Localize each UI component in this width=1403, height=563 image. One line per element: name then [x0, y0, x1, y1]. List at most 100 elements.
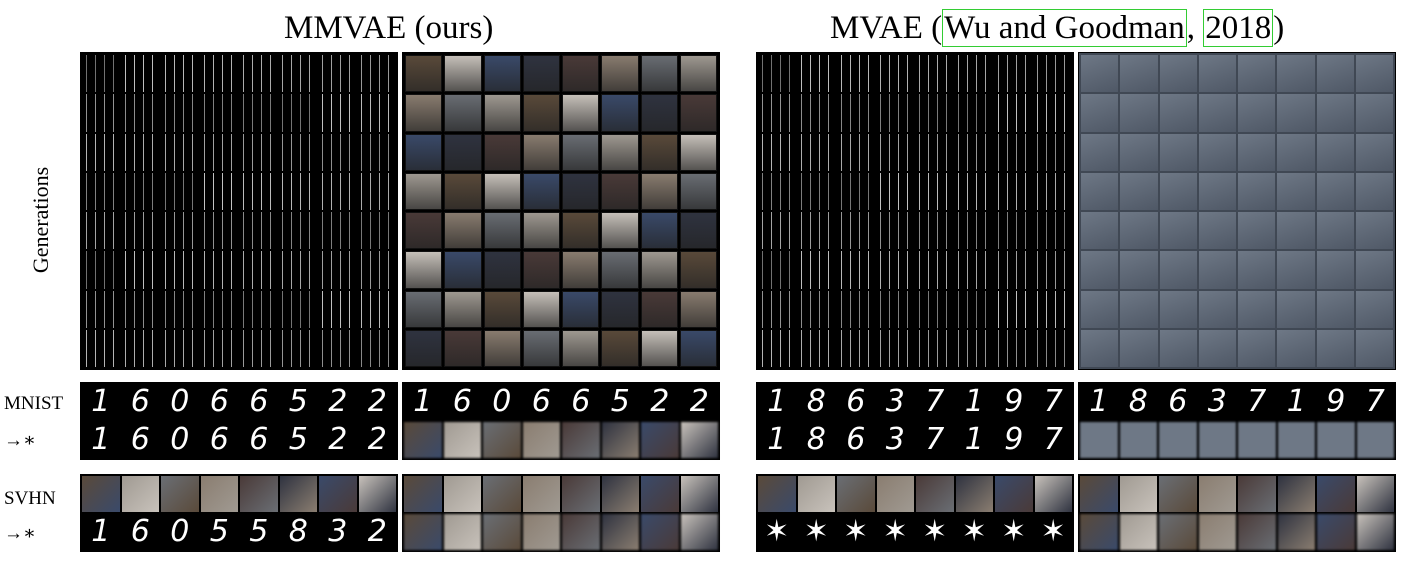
- generation-tile: [358, 212, 395, 249]
- generation-tile: [798, 94, 835, 131]
- image-tile: [995, 476, 1033, 512]
- generation-tile: [995, 55, 1032, 92]
- generation-tile: [1199, 330, 1236, 367]
- digit-cell: 5: [280, 422, 318, 458]
- generation-tile: [955, 134, 992, 171]
- generation-tile: [916, 330, 953, 367]
- generation-tile: [83, 55, 120, 92]
- digit-cell: 5: [201, 514, 239, 550]
- image-tile: [641, 514, 679, 550]
- generation-tile: [201, 55, 238, 92]
- generation-tile: [759, 212, 796, 249]
- image-tile: [1278, 476, 1316, 512]
- generation-tile: [877, 330, 914, 367]
- mvae-svhn-to-svhn-strip: [1078, 512, 1396, 552]
- generation-tile: [1034, 173, 1071, 210]
- generation-tile: [1034, 291, 1071, 328]
- generation-tile: [122, 291, 159, 328]
- image-tile: [641, 476, 679, 512]
- digit-cell: 8: [798, 422, 836, 458]
- digit-cell: 6: [201, 384, 239, 420]
- generation-tile: [1317, 173, 1354, 210]
- generation-tile: [201, 251, 238, 288]
- generation-tile: [641, 55, 678, 92]
- mnist-label: MNIST: [4, 393, 63, 415]
- generation-tile: [444, 173, 481, 210]
- generation-tile: [1238, 212, 1275, 249]
- generation-tile: [444, 291, 481, 328]
- generation-tile: [838, 134, 875, 171]
- image-tile: [1278, 422, 1316, 458]
- image-tile: [523, 514, 561, 550]
- generation-tile: [279, 173, 316, 210]
- generation-tile: [279, 330, 316, 367]
- image-tile: [602, 476, 640, 512]
- generation-tile: [680, 330, 717, 367]
- generation-tile: [240, 330, 277, 367]
- generation-tile: [1160, 173, 1197, 210]
- generation-tile: [1277, 94, 1314, 131]
- generation-tile: [877, 251, 914, 288]
- image-tile: [1238, 476, 1276, 512]
- generation-tile: [838, 55, 875, 92]
- generation-tile: [279, 251, 316, 288]
- digit-cell: 1: [82, 514, 120, 550]
- digit-cell: 6: [562, 384, 600, 420]
- digit-cell: 2: [359, 422, 397, 458]
- generation-tile: [680, 173, 717, 210]
- generation-tile: [877, 291, 914, 328]
- generation-tile: [523, 94, 560, 131]
- generation-tile: [83, 291, 120, 328]
- image-tile: [681, 422, 719, 458]
- generation-tile: [955, 94, 992, 131]
- generation-tile: [1317, 291, 1354, 328]
- digit-cell: 3: [877, 422, 915, 458]
- generation-tile: [162, 134, 199, 171]
- generation-tile: [995, 173, 1032, 210]
- title-mvae-prefix: MVAE (: [830, 10, 942, 46]
- generation-tile: [1081, 94, 1118, 131]
- citation-year-link[interactable]: 2018: [1203, 9, 1273, 47]
- generation-tile: [798, 251, 835, 288]
- generation-tile: [279, 134, 316, 171]
- generation-tile: [1034, 330, 1071, 367]
- digit-cell: ✶: [837, 514, 875, 550]
- generation-tile: [83, 212, 120, 249]
- image-tile: [483, 422, 521, 458]
- digit-cell: 0: [161, 514, 199, 550]
- generation-tile: [240, 94, 277, 131]
- generation-tile: [319, 212, 356, 249]
- generation-tile: [83, 173, 120, 210]
- generation-tile: [995, 212, 1032, 249]
- mmvae-mnist-generations: [80, 52, 398, 370]
- image-tile: [681, 514, 719, 550]
- generation-tile: [523, 212, 560, 249]
- generation-tile: [798, 330, 835, 367]
- generation-tile: [83, 94, 120, 131]
- image-tile: [798, 476, 836, 512]
- generation-tile: [279, 291, 316, 328]
- generation-tile: [83, 251, 120, 288]
- generation-tile: [444, 134, 481, 171]
- generation-tile: [405, 212, 442, 249]
- digit-cell: 6: [1159, 384, 1197, 420]
- generation-tile: [1356, 251, 1393, 288]
- generation-tile: [838, 251, 875, 288]
- generation-tile: [1317, 251, 1354, 288]
- generation-tile: [279, 212, 316, 249]
- digit-cell: 1: [82, 384, 120, 420]
- generation-tile: [759, 173, 796, 210]
- digit-cell: 7: [916, 384, 954, 420]
- generation-tile: [1160, 212, 1197, 249]
- generation-tile: [562, 173, 599, 210]
- image-tile: [523, 476, 561, 512]
- generation-tile: [759, 251, 796, 288]
- generation-tile: [358, 173, 395, 210]
- citation-authors-link[interactable]: Wu and Goodman: [942, 9, 1187, 47]
- generation-tile: [1081, 330, 1118, 367]
- generation-tile: [162, 173, 199, 210]
- generation-tile: [680, 291, 717, 328]
- generation-tile: [1317, 55, 1354, 92]
